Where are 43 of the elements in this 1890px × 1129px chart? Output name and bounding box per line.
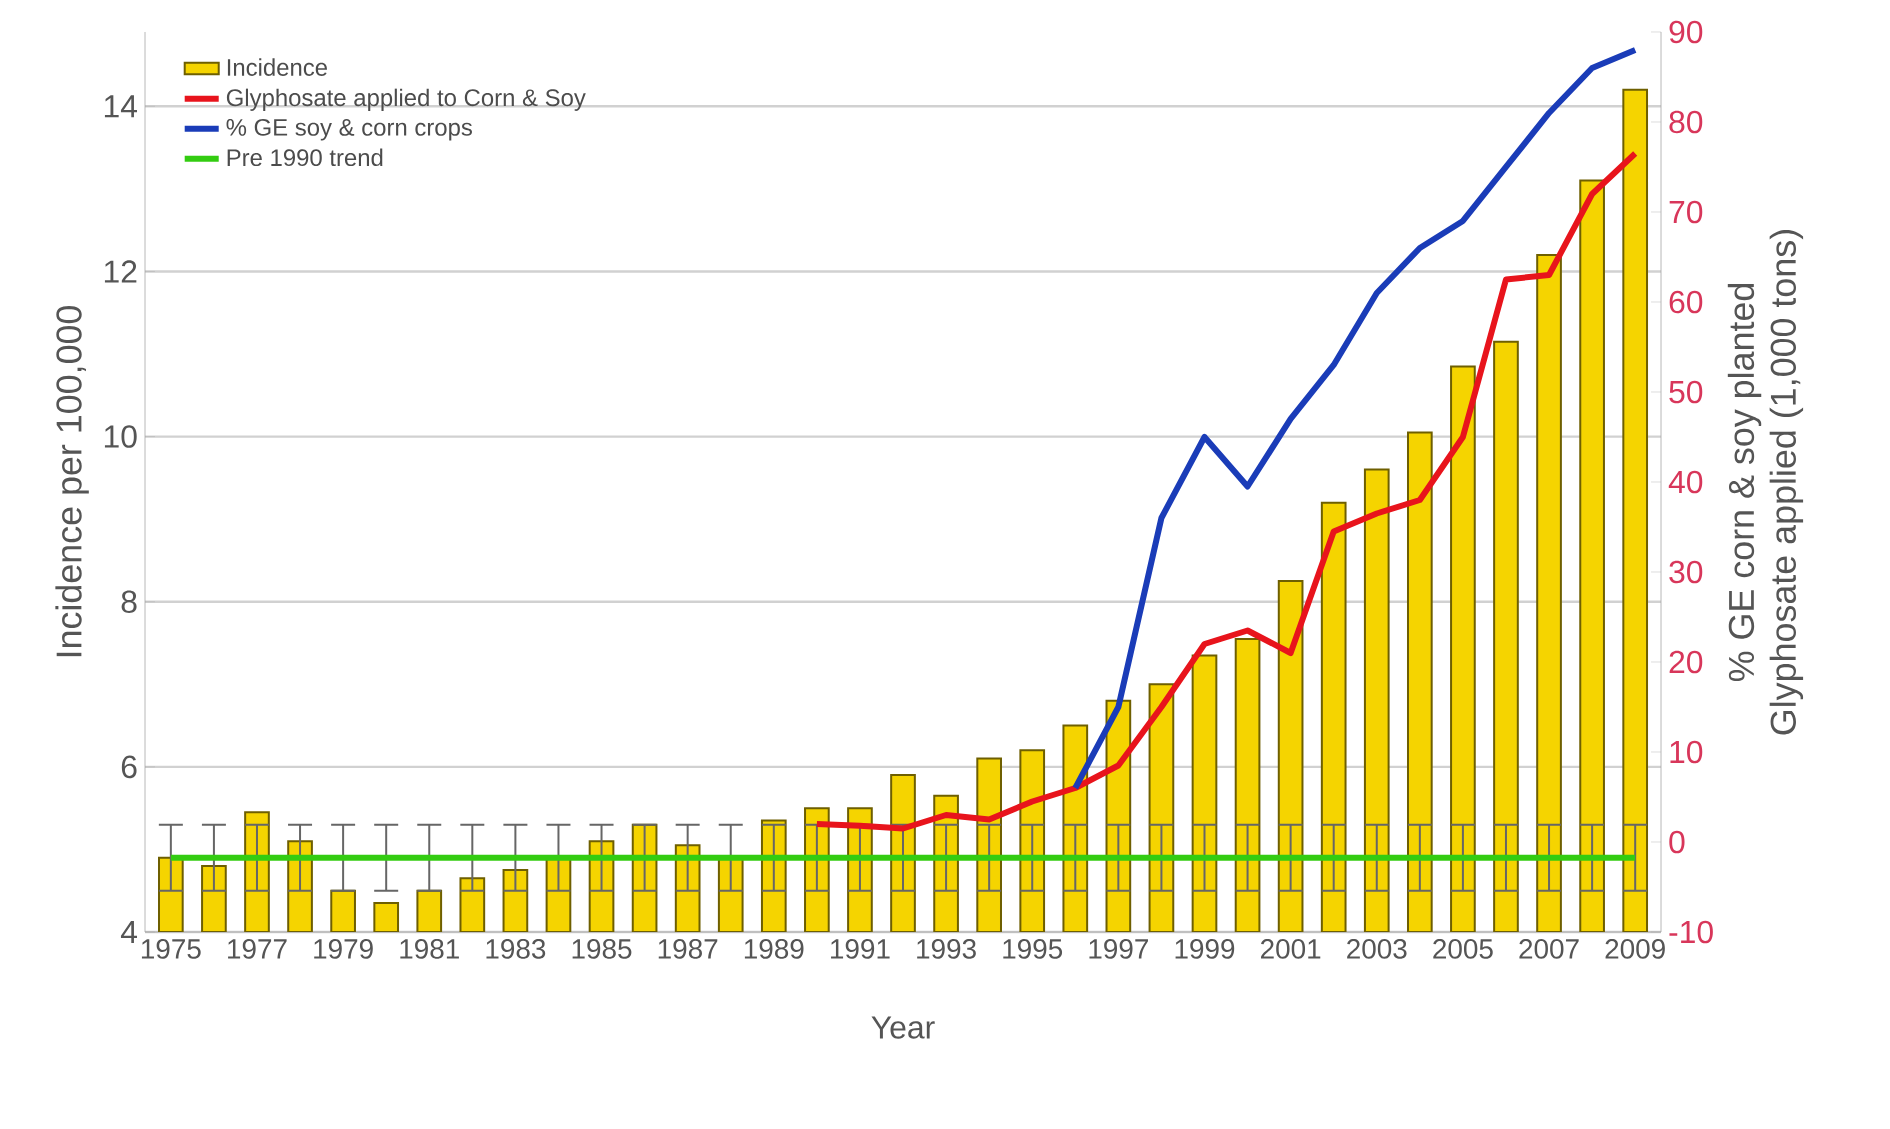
x-tick-label: 2007 (1519, 939, 1579, 959)
x-tick-label: 1977 (228, 939, 287, 959)
y-tick-label: 4 (120, 921, 138, 943)
y2-tick-label: 0 (1669, 830, 1685, 854)
legend-label: Incidence (227, 58, 327, 76)
legend-label: Glyphosate applied to Corn & Soy (226, 88, 586, 111)
legend-label: % GE soy & corn crops (226, 118, 472, 141)
x-tick-label: 1985 (572, 939, 632, 959)
x-tick-label: 2009 (1605, 939, 1665, 959)
y2-tick-label: -10 (1669, 920, 1713, 944)
x-tick-label: 1991 (831, 939, 890, 959)
legend-label: Pre 1990 trend (227, 148, 383, 167)
y2-tick-label: 30 (1669, 560, 1703, 584)
x-axis-title: Year (871, 1016, 935, 1039)
y2-tick-label: 60 (1669, 290, 1703, 314)
text: % GE corn & soy planted (1727, 284, 1762, 682)
y-axis-title: Incidence per 100,000 (55, 305, 89, 657)
x-tick-label: 1979 (314, 939, 373, 959)
x-tick-label: 1983 (486, 939, 546, 959)
y2-tick-label: 20 (1669, 650, 1703, 674)
x-tick-label: 1987 (658, 939, 718, 959)
x-tick-label: 1989 (744, 939, 804, 959)
y2-tick-label: 80 (1669, 110, 1703, 134)
y2-tick-label: 40 (1668, 470, 1703, 494)
y2-tick-label: 70 (1669, 200, 1703, 224)
y2-tick-label: 90 (1669, 20, 1703, 44)
y-tick-label: 8 (121, 590, 137, 613)
x-tick-label: 1999 (1175, 939, 1235, 959)
x-tick-label: 1995 (1003, 939, 1063, 959)
text: Glyphosate applied (1,000 tons) (1769, 230, 1804, 735)
x-tick-label: 1997 (1089, 939, 1148, 959)
x-tick-label: 2005 (1433, 939, 1493, 959)
x-tick-label: 1975 (141, 939, 201, 959)
x-tick-label: 1981 (400, 939, 459, 959)
y-tick-label: 14 (104, 95, 138, 118)
x-tick-label: 2001 (1261, 939, 1321, 959)
y-tick-label: 12 (104, 260, 137, 283)
y2-tick-label: 10 (1670, 740, 1703, 764)
y-tick-label: 6 (121, 755, 137, 779)
x-tick-label: 2003 (1347, 939, 1407, 959)
y2-tick-label: 50 (1669, 380, 1703, 404)
x-tick-label: 1993 (917, 939, 976, 959)
y-tick-label: 10 (104, 425, 137, 448)
